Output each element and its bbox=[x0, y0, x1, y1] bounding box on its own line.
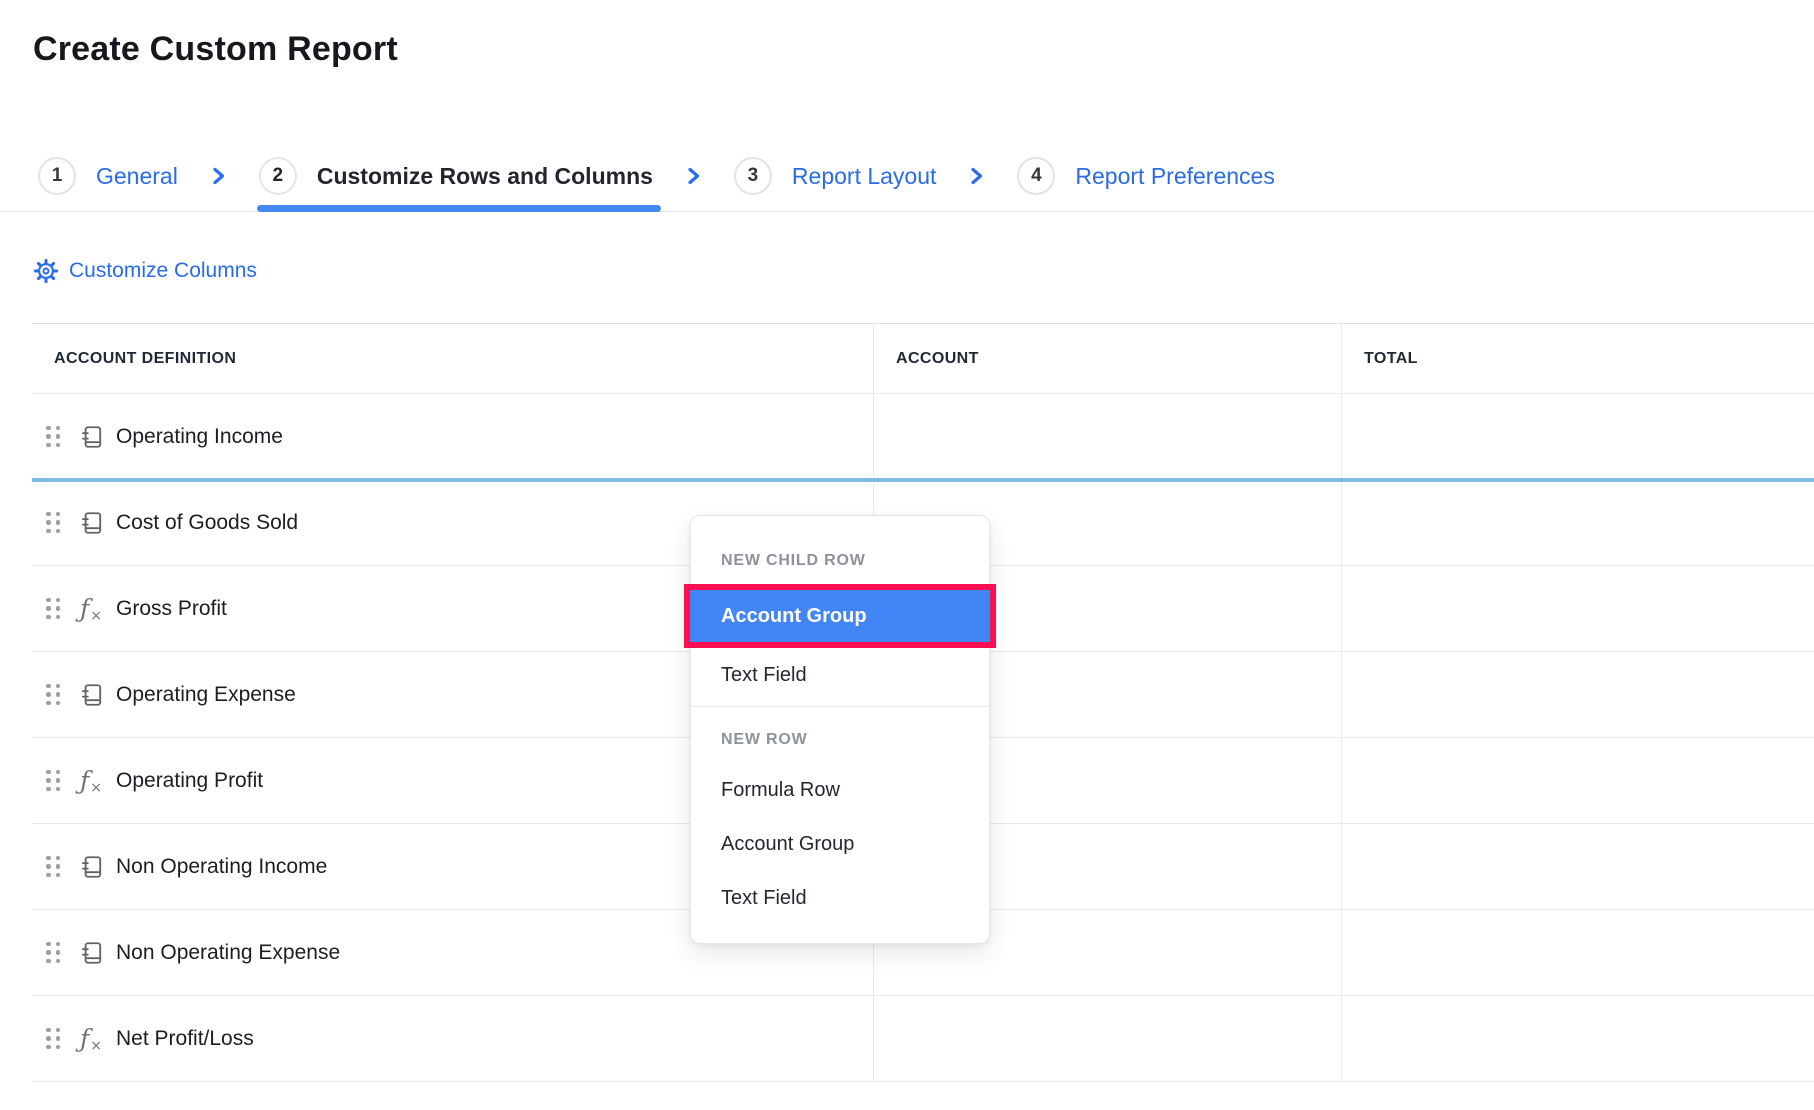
table-row: ƒ × Net Profit/Loss bbox=[32, 996, 1814, 1082]
column-header-account: ACCOUNT bbox=[896, 349, 979, 367]
menu-item-text-field-child[interactable]: Text Field bbox=[721, 663, 807, 686]
total-cell[interactable] bbox=[1342, 824, 1814, 910]
stepper-divider bbox=[0, 211, 1814, 212]
step-number-circle: 3 bbox=[733, 157, 772, 195]
drag-handle-icon[interactable] bbox=[46, 683, 60, 706]
table-row: Non Operating Income bbox=[32, 824, 1814, 910]
active-step-indicator bbox=[256, 205, 661, 212]
rows-table: ACCOUNT DEFINITION ACCOUNT TOTAL Operati… bbox=[32, 323, 1814, 1082]
step-number-circle: 1 bbox=[38, 157, 76, 195]
step-label: Customize Rows and Columns bbox=[316, 162, 653, 189]
annotation-highlight-box: Account Group bbox=[684, 584, 996, 648]
menu-item-text-field[interactable]: Text Field bbox=[721, 886, 807, 909]
row-label: Operating Income bbox=[116, 424, 283, 448]
menu-section-label-new-child-row: NEW CHILD ROW bbox=[721, 552, 866, 569]
drag-handle-icon[interactable] bbox=[46, 511, 60, 534]
report-row-operating-profit[interactable]: ƒ × Operating Profit bbox=[32, 766, 873, 796]
step-customize-rows-and-columns[interactable]: 2 Customize Rows and Columns bbox=[256, 140, 661, 212]
drag-handle-icon[interactable] bbox=[46, 425, 60, 448]
account-group-icon bbox=[76, 424, 106, 450]
row-label: Operating Profit bbox=[116, 768, 264, 792]
new-row-context-menu: NEW CHILD ROW Account Group Text Field N… bbox=[684, 515, 996, 944]
customize-columns-label: Customize Columns bbox=[69, 259, 257, 282]
total-cell[interactable] bbox=[1342, 566, 1814, 652]
table-row: ƒ × Gross Profit bbox=[32, 566, 1814, 652]
total-cell[interactable] bbox=[1342, 480, 1814, 566]
row-label: Cost of Goods Sold bbox=[116, 510, 299, 534]
step-general[interactable]: 1 General bbox=[38, 140, 178, 212]
report-row-operating-expense[interactable]: Operating Expense bbox=[32, 682, 873, 708]
total-cell[interactable] bbox=[1342, 394, 1814, 480]
table-header-row: ACCOUNT DEFINITION ACCOUNT TOTAL bbox=[32, 323, 1814, 394]
account-cell[interactable] bbox=[874, 738, 1342, 824]
account-cell[interactable] bbox=[874, 910, 1342, 996]
step-report-preferences[interactable]: 4 Report Preferences bbox=[1017, 140, 1275, 212]
menu-item-account-group-child[interactable]: Account Group bbox=[690, 590, 990, 642]
formula-icon: ƒ × bbox=[80, 766, 102, 796]
chevron-right-icon bbox=[212, 167, 225, 185]
step-number-circle: 2 bbox=[258, 157, 297, 195]
chevron-right-icon bbox=[970, 167, 983, 185]
drag-handle-icon[interactable] bbox=[46, 769, 60, 792]
formula-icon: ƒ × bbox=[80, 594, 102, 624]
step-label: Report Layout bbox=[791, 162, 937, 189]
chevron-right-icon bbox=[687, 167, 700, 185]
report-row-operating-income[interactable]: Operating Income bbox=[32, 424, 873, 450]
table-row: Operating Income bbox=[32, 394, 1814, 480]
report-row-cost-of-goods-sold[interactable]: Cost of Goods Sold bbox=[32, 510, 873, 536]
page-title: Create Custom Report bbox=[33, 30, 398, 68]
account-group-icon bbox=[76, 682, 106, 708]
account-cell[interactable] bbox=[874, 652, 1342, 738]
menu-divider bbox=[691, 706, 989, 707]
step-number-circle: 4 bbox=[1017, 157, 1056, 195]
table-row: Non Operating Expense bbox=[32, 910, 1814, 996]
account-cell[interactable] bbox=[874, 480, 1342, 566]
total-cell[interactable] bbox=[1342, 910, 1814, 996]
account-cell[interactable] bbox=[874, 394, 1342, 480]
row-label: Gross Profit bbox=[116, 596, 227, 620]
step-label: Report Preferences bbox=[1075, 162, 1275, 189]
step-label: General bbox=[96, 162, 178, 189]
row-insert-indicator bbox=[32, 478, 1814, 482]
column-header-total: TOTAL bbox=[1364, 349, 1418, 367]
account-cell[interactable] bbox=[874, 996, 1342, 1082]
row-label: Net Profit/Loss bbox=[116, 1026, 254, 1050]
row-label: Operating Expense bbox=[116, 682, 296, 706]
report-row-gross-profit[interactable]: ƒ × Gross Profit bbox=[32, 594, 873, 624]
account-group-icon bbox=[76, 854, 106, 880]
menu-item-formula-row[interactable]: Formula Row bbox=[721, 778, 840, 801]
drag-handle-icon[interactable] bbox=[46, 941, 60, 964]
total-cell[interactable] bbox=[1342, 738, 1814, 824]
column-header-account-definition: ACCOUNT DEFINITION bbox=[54, 349, 237, 367]
customize-columns-link[interactable]: Customize Columns bbox=[33, 258, 257, 284]
total-cell[interactable] bbox=[1342, 996, 1814, 1082]
stepper: 1 General 2 Customize Rows and Columns 3… bbox=[38, 140, 1275, 212]
account-cell[interactable] bbox=[874, 824, 1342, 910]
account-group-icon bbox=[76, 940, 106, 966]
row-label: Non Operating Income bbox=[116, 854, 328, 878]
report-row-non-operating-expense[interactable]: Non Operating Expense bbox=[32, 940, 873, 966]
account-group-icon bbox=[76, 510, 106, 536]
report-row-non-operating-income[interactable]: Non Operating Income bbox=[32, 854, 873, 880]
formula-icon: ƒ × bbox=[80, 1024, 102, 1054]
drag-handle-icon[interactable] bbox=[46, 1027, 60, 1050]
report-row-net-profit-loss[interactable]: ƒ × Net Profit/Loss bbox=[32, 1024, 873, 1054]
table-row: Operating Expense bbox=[32, 652, 1814, 738]
step-report-layout[interactable]: 3 Report Layout bbox=[733, 140, 937, 212]
menu-section-label-new-row: NEW ROW bbox=[721, 731, 808, 748]
table-row: ƒ × Operating Profit bbox=[32, 738, 1814, 824]
total-cell[interactable] bbox=[1342, 652, 1814, 738]
drag-handle-icon[interactable] bbox=[46, 855, 60, 878]
row-label: Non Operating Expense bbox=[116, 940, 341, 964]
gear-icon bbox=[33, 258, 59, 284]
drag-handle-icon[interactable] bbox=[46, 597, 60, 620]
account-cell[interactable] bbox=[874, 566, 1342, 652]
menu-item-account-group[interactable]: Account Group bbox=[721, 832, 855, 855]
